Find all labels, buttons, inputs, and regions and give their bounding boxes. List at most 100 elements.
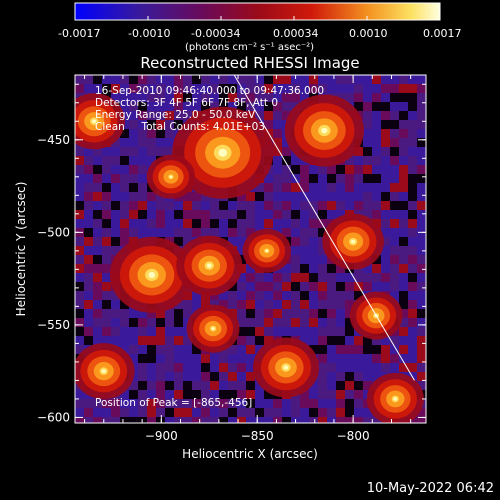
- heatmap-cell: [336, 174, 345, 183]
- heatmap-cell: [237, 84, 246, 93]
- heatmap-cell: [318, 165, 327, 174]
- heatmap-cell: [237, 102, 246, 111]
- heatmap-source-blob: [351, 239, 356, 244]
- heatmap-cell: [93, 291, 102, 300]
- heatmap-cell: [372, 111, 381, 120]
- heatmap-cell: [138, 309, 147, 318]
- heatmap-cell: [156, 147, 165, 156]
- heatmap-cell: [291, 408, 300, 417]
- heatmap-cell: [363, 147, 372, 156]
- heatmap-cell: [156, 75, 165, 84]
- heatmap-cell: [345, 183, 354, 192]
- heatmap-cell: [246, 228, 255, 237]
- heatmap-cell: [417, 273, 426, 282]
- heatmap-cell: [408, 192, 417, 201]
- heatmap-cell: [156, 408, 165, 417]
- heatmap-cell: [102, 201, 111, 210]
- heatmap-cell: [390, 111, 399, 120]
- heatmap-cell: [120, 84, 129, 93]
- heatmap-cell: [120, 300, 129, 309]
- heatmap-cell: [363, 210, 372, 219]
- heatmap-cell: [237, 327, 246, 336]
- heatmap-cell: [327, 291, 336, 300]
- heatmap-cell: [165, 120, 174, 129]
- heatmap-cell: [372, 129, 381, 138]
- heatmap-cell: [390, 282, 399, 291]
- heatmap-cell: [255, 291, 264, 300]
- heatmap-cell: [291, 75, 300, 84]
- heatmap-cell: [318, 192, 327, 201]
- heatmap-cell: [381, 264, 390, 273]
- heatmap-cell: [264, 336, 273, 345]
- heatmap-cell: [246, 75, 255, 84]
- heatmap-cell: [255, 102, 264, 111]
- heatmap-cell: [300, 219, 309, 228]
- heatmap-cell: [174, 327, 183, 336]
- heatmap-cell: [147, 318, 156, 327]
- heatmap-cell: [273, 318, 282, 327]
- heatmap-cell: [174, 408, 183, 417]
- heatmap-cell: [147, 399, 156, 408]
- heatmap-cell: [399, 102, 408, 111]
- heatmap-cell: [300, 282, 309, 291]
- heatmap-cell: [318, 246, 327, 255]
- heatmap-cell: [300, 408, 309, 417]
- heatmap-cell: [309, 327, 318, 336]
- heatmap-cell: [228, 399, 237, 408]
- heatmap-cell: [228, 201, 237, 210]
- heatmap-cell: [111, 309, 120, 318]
- heatmap-cell: [102, 300, 111, 309]
- heatmap-cell: [408, 309, 417, 318]
- heatmap-cell: [84, 156, 93, 165]
- heatmap-cell: [165, 363, 174, 372]
- heatmap-cell: [138, 228, 147, 237]
- heatmap-cell: [354, 183, 363, 192]
- heatmap-cell: [345, 84, 354, 93]
- heatmap-cell: [174, 345, 183, 354]
- heatmap-cell: [156, 309, 165, 318]
- heatmap-cell: [318, 318, 327, 327]
- heatmap-source-blob: [92, 119, 97, 124]
- heatmap-cell: [111, 408, 120, 417]
- heatmap-cell: [138, 111, 147, 120]
- heatmap-cell: [219, 102, 228, 111]
- heatmap-cell: [93, 417, 102, 423]
- heatmap-cell: [300, 183, 309, 192]
- heatmap-cell: [381, 363, 390, 372]
- heatmap-cell: [156, 228, 165, 237]
- heatmap-cell: [273, 93, 282, 102]
- heatmap-cell: [255, 111, 264, 120]
- heatmap-cell: [237, 75, 246, 84]
- heatmap-cell: [156, 111, 165, 120]
- heatmap-cell: [183, 363, 192, 372]
- heatmap-cell: [174, 120, 183, 129]
- heatmap-cell: [228, 93, 237, 102]
- heatmap-cell: [201, 300, 210, 309]
- heatmap-cell: [129, 228, 138, 237]
- heatmap-source-blob: [206, 263, 212, 268]
- heatmap-cell: [408, 174, 417, 183]
- heatmap-cell: [264, 120, 273, 129]
- heatmap-cell: [345, 336, 354, 345]
- heatmap-cell: [318, 228, 327, 237]
- heatmap-cell: [120, 399, 129, 408]
- heatmap-cell: [390, 345, 399, 354]
- heatmap-cell: [84, 309, 93, 318]
- heatmap-cell: [192, 219, 201, 228]
- heatmap-cell: [399, 255, 408, 264]
- heatmap-cell: [102, 309, 111, 318]
- heatmap-cell: [192, 390, 201, 399]
- heatmap-cell: [408, 327, 417, 336]
- heatmap-cell: [156, 354, 165, 363]
- heatmap-cell: [327, 363, 336, 372]
- heatmap-cell: [390, 174, 399, 183]
- heatmap-cell: [264, 327, 273, 336]
- heatmap-cell: [93, 174, 102, 183]
- heatmap-cell: [255, 381, 264, 390]
- heatmap-cell: [291, 264, 300, 273]
- heatmap-cell: [354, 102, 363, 111]
- heatmap-cell: [273, 120, 282, 129]
- heatmap-cell: [147, 138, 156, 147]
- heatmap-cell: [138, 363, 147, 372]
- heatmap-cell: [417, 102, 426, 111]
